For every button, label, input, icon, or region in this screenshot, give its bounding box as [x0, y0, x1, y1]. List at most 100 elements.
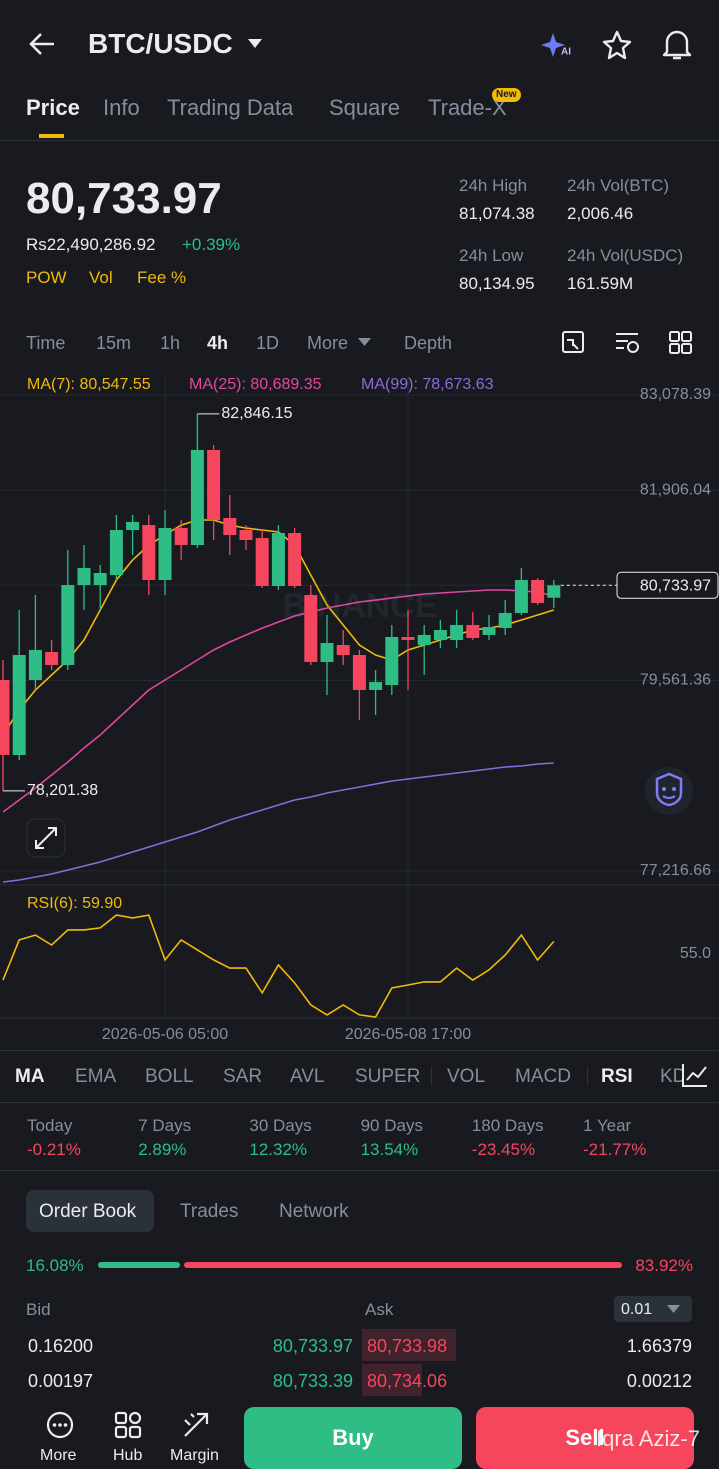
margin-icon[interactable] — [181, 1410, 211, 1440]
interval[interactable]: Depth — [404, 333, 453, 353]
chart-settings[interactable] — [614, 330, 642, 356]
order-tab[interactable]: Trades — [180, 1201, 239, 1222]
ai-icon[interactable]: AI — [540, 30, 574, 60]
candle-body — [255, 538, 269, 587]
divider — [0, 1050, 719, 1051]
tab[interactable]: Trade-X — [428, 95, 507, 120]
ask-amount: 1.66379 — [626, 1336, 692, 1356]
nav-label[interactable]: Margin — [170, 1447, 219, 1464]
interval[interactable]: Time — [26, 333, 66, 353]
ma-line — [2, 762, 554, 883]
period-change: -23.45% — [471, 1140, 536, 1159]
ask-ratio-bar — [184, 1262, 622, 1268]
order-tab[interactable]: Network — [279, 1201, 349, 1222]
stat-value: 2,006.46 — [567, 204, 634, 223]
candle-body — [158, 527, 172, 581]
interval[interactable]: 1h — [160, 333, 181, 353]
candle-body — [304, 595, 318, 662]
candle-body — [109, 530, 123, 576]
tab[interactable]: Price — [26, 95, 80, 120]
nav-label[interactable]: Hub — [113, 1447, 143, 1464]
candle-body — [126, 521, 140, 531]
indicator[interactable]: KDJ — [660, 1066, 684, 1087]
indicator[interactable]: BOLL — [145, 1066, 194, 1087]
interval[interactable]: More — [307, 333, 349, 353]
ask-price: 80,733.98 — [367, 1336, 448, 1356]
ask-amount: 0.00212 — [626, 1371, 692, 1391]
pair-dropdown[interactable] — [247, 38, 263, 50]
candle-body — [433, 630, 447, 640]
order-tab-active — [26, 1190, 154, 1232]
divider — [0, 1170, 719, 1171]
bid-header: Bid — [26, 1300, 51, 1319]
indicator[interactable]: EMA — [75, 1066, 117, 1087]
order-tab[interactable]: Order Book — [39, 1201, 137, 1222]
favorite-button[interactable] — [601, 29, 633, 61]
stat-value: 80,134.95 — [459, 274, 535, 293]
indicator-settings[interactable] — [681, 1062, 709, 1088]
chart: BINANCE 83,078.3981,906.0480,733.7079,56… — [0, 375, 719, 1043]
assistant-button[interactable] — [643, 765, 695, 817]
more-icon[interactable] — [45, 1410, 75, 1440]
precision-select[interactable] — [614, 1296, 692, 1322]
period-change: -0.21% — [27, 1140, 81, 1159]
hub-icon[interactable] — [113, 1410, 143, 1440]
candle-body — [531, 580, 545, 603]
stat-label: 24h Vol(BTC) — [567, 176, 670, 195]
chart-tool[interactable] — [561, 330, 587, 356]
candle-body — [482, 626, 496, 635]
tag[interactable]: Vol — [89, 268, 113, 287]
interval[interactable]: 15m — [96, 333, 132, 353]
indicator[interactable]: VOL — [447, 1066, 486, 1087]
indicator[interactable]: SAR — [223, 1066, 263, 1087]
y-tick-label: 81,906.04 — [640, 481, 711, 498]
period-label: 30 Days — [249, 1116, 312, 1135]
tab-indicator — [39, 134, 64, 138]
candle-body — [385, 636, 399, 686]
buy-button[interactable]: Buy — [244, 1407, 462, 1469]
nav-label[interactable]: More — [40, 1447, 77, 1464]
interval[interactable]: 4h — [207, 333, 229, 353]
stat-label: 24h Vol(USDC) — [567, 246, 684, 265]
layout-button[interactable] — [668, 330, 694, 356]
pair-title[interactable]: BTC/USDC — [88, 28, 233, 59]
candle-body — [336, 645, 350, 655]
indicator[interactable]: MACD — [515, 1066, 571, 1087]
fullscreen-button[interactable] — [26, 818, 66, 858]
alert-button[interactable] — [661, 28, 693, 62]
last-price-box — [616, 571, 719, 599]
period-label: 7 Days — [138, 1116, 192, 1135]
stat-value: 81,074.38 — [459, 204, 535, 223]
candle-body — [239, 530, 253, 540]
tag[interactable]: POW — [26, 268, 67, 287]
stat-label: 24h Low — [459, 246, 524, 265]
candle-body — [61, 585, 75, 665]
sell-button[interactable]: Sell — [476, 1407, 694, 1469]
tab[interactable]: Info — [103, 95, 140, 120]
indicator[interactable]: AVL — [290, 1066, 325, 1087]
divider — [0, 140, 719, 141]
period-label: 1 Year — [583, 1116, 632, 1135]
tab[interactable]: Square — [329, 95, 400, 120]
indicator[interactable]: RSI — [601, 1066, 633, 1087]
period-label: Today — [27, 1116, 73, 1135]
indicator[interactable]: SUPER — [355, 1066, 421, 1087]
candle-body — [466, 624, 480, 638]
interval[interactable]: 1D — [256, 333, 280, 353]
divider — [0, 1102, 719, 1103]
indicator[interactable]: MA — [15, 1066, 45, 1087]
precision-dropdown — [667, 1305, 680, 1313]
tab[interactable]: Trading Data — [167, 95, 294, 120]
candle-body — [223, 518, 237, 536]
candle-body — [207, 449, 221, 521]
bid-ratio: 16.08% — [26, 1256, 84, 1275]
more-dropdown[interactable] — [358, 338, 371, 347]
bid-price: 80,733.97 — [272, 1336, 353, 1356]
tag[interactable]: Fee % — [137, 268, 187, 287]
ma-line — [2, 589, 554, 813]
y-tick-label: 83,078.39 — [640, 386, 711, 403]
rsi-line — [2, 914, 555, 1018]
x-tick-label: 2026-05-08 17:00 — [345, 1026, 471, 1043]
back-button[interactable] — [28, 31, 56, 57]
